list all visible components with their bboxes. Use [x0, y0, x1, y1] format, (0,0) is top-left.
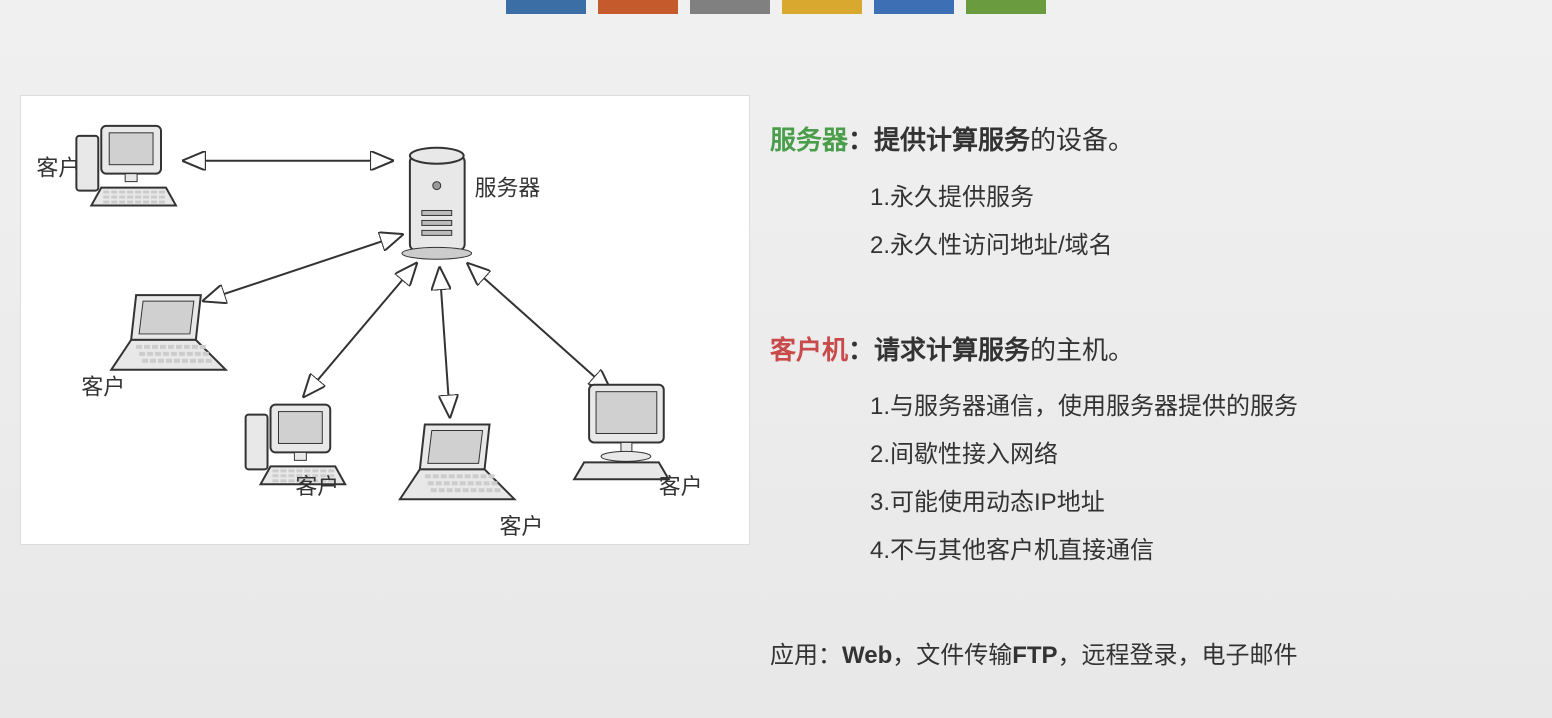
client-item-2: 3.可能使用动态IP地址 — [870, 479, 1510, 527]
apps-web: Web — [842, 642, 892, 669]
server-item-0: 1.永久提供服务 — [870, 174, 1510, 222]
server-list: 1.永久提供服务2.永久性访问地址/域名 — [770, 174, 1510, 270]
client-item-3: 4.不与其他客户机直接通信 — [870, 527, 1510, 575]
connection-arrow-2 — [305, 265, 415, 394]
server-label: 服务器 — [475, 176, 541, 201]
connection-arrow-1 — [206, 235, 400, 300]
client-list: 1.与服务器通信，使用服务器提供的服务2.间歇性接入网络3.可能使用动态IP地址… — [770, 383, 1510, 575]
client-item-0: 1.与服务器通信，使用服务器提供的服务 — [870, 383, 1510, 431]
color-bar-0 — [506, 0, 586, 14]
desktop-icon — [76, 126, 176, 206]
color-bar-3 — [782, 0, 862, 14]
color-bar-2 — [690, 0, 770, 14]
diagram-svg: 服务器客户客户客户客户客户 — [21, 96, 749, 544]
color-bar-5 — [966, 0, 1046, 14]
server-bold-desc: 提供计算服务 — [874, 125, 1030, 155]
color-bar-4 — [874, 0, 954, 14]
client-label-c3: 客户 — [295, 474, 339, 499]
color-bar-1 — [598, 0, 678, 14]
client-header: 客户机：请求计算服务的主机。 — [770, 330, 1510, 372]
laptop-icon — [400, 425, 514, 500]
client-rest-desc: 的主机。 — [1030, 335, 1134, 365]
server-header: 服务器：提供计算服务的设备。 — [770, 120, 1510, 162]
network-diagram: 服务器客户客户客户客户客户 — [20, 95, 750, 545]
server-icon — [402, 148, 472, 260]
monitor-icon — [574, 385, 669, 480]
color-bar-strip — [506, 0, 1046, 14]
text-content: 服务器：提供计算服务的设备。 1.永久提供服务2.永久性访问地址/域名 客户机：… — [770, 120, 1510, 670]
server-term: 服务器 — [770, 125, 848, 155]
client-label-c4: 客户 — [499, 514, 543, 539]
server-rest-desc: 的设备。 — [1030, 125, 1134, 155]
client-colon: ： — [848, 335, 874, 365]
client-label-c2: 客户 — [81, 375, 125, 400]
server-item-1: 2.永久性访问地址/域名 — [870, 222, 1510, 270]
server-colon: ： — [848, 125, 874, 155]
desktop-icon — [246, 405, 346, 485]
apps-mid1: ，文件传输 — [892, 642, 1012, 669]
apps-rest: ，远程登录，电子邮件 — [1058, 642, 1298, 669]
laptop-icon — [111, 295, 225, 370]
client-item-1: 2.间歇性接入网络 — [870, 431, 1510, 479]
client-label-c1: 客户 — [37, 156, 81, 181]
connection-arrow-4 — [470, 265, 609, 389]
apps-ftp: FTP — [1012, 642, 1057, 669]
apps-label: 应用： — [770, 642, 842, 669]
applications-line: 应用：Web，文件传输FTP，远程登录，电子邮件 — [770, 635, 1510, 670]
client-label-c5: 客户 — [659, 474, 703, 499]
client-section: 客户机：请求计算服务的主机。 1.与服务器通信，使用服务器提供的服务2.间歇性接… — [770, 330, 1510, 576]
client-term: 客户机 — [770, 335, 848, 365]
client-bold-desc: 请求计算服务 — [874, 335, 1030, 365]
server-section: 服务器：提供计算服务的设备。 1.永久提供服务2.永久性访问地址/域名 — [770, 120, 1510, 270]
connection-arrow-3 — [440, 270, 450, 414]
